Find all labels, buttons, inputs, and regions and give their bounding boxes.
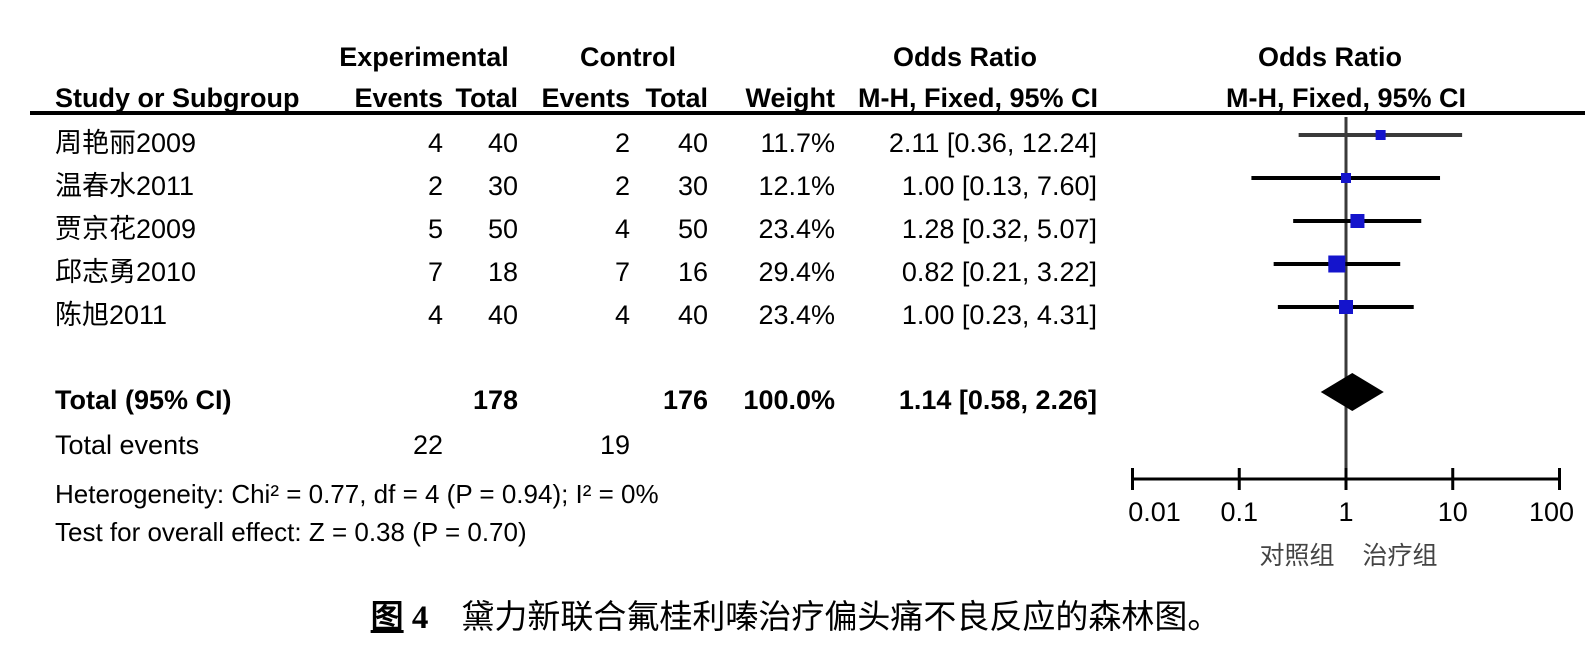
weight-column-header: Weight (745, 83, 836, 113)
figure-caption: 图 4 黛力新联合氟桂利嗪治疗偏头痛不良反应的森林图。 (0, 598, 1591, 638)
figure-caption-gap (428, 600, 461, 636)
ctrl-events: 4 (614, 300, 630, 330)
weight: 11.7% (760, 128, 835, 158)
ctrl-events: 2 (614, 128, 630, 158)
study-column-header: Study or Subgroup (55, 83, 300, 113)
study-name: 贾京花2009 (55, 214, 197, 244)
ctrl-total-column-header: Total (645, 83, 709, 113)
or-ci-column-header-left: M-H, Fixed, 95% CI (857, 83, 1099, 113)
or-ci-text: 1.28 [0.32, 5.07] (901, 214, 1097, 244)
ctrl-total: 50 (677, 214, 708, 244)
exp-total: 40 (487, 300, 518, 330)
odds-ratio-title-right: Odds Ratio (1257, 42, 1403, 72)
exp-events-column-header: Events (354, 83, 443, 113)
axis-tick-label: 0.01 (1128, 497, 1181, 527)
experimental-group-header: Experimental (339, 42, 509, 72)
study-name: 陈旭2011 (55, 300, 168, 330)
or-marker (1350, 214, 1365, 228)
study-row: 温春水2011 2 30 2 30 12.1% 1.00 [0.13, 7.60] (0, 170, 1591, 202)
or-ci-text: 0.82 [0.21, 3.22] (901, 257, 1097, 287)
odds-ratio-title-left: Odds Ratio (892, 42, 1038, 72)
ctrl-events: 7 (614, 257, 630, 287)
total-or-ci: 1.14 [0.58, 2.26] (898, 385, 1097, 415)
exp-events: 5 (427, 214, 443, 244)
weight: 23.4% (758, 300, 835, 330)
header-rule (30, 111, 1585, 115)
ctrl-events: 4 (614, 214, 630, 244)
total-exp-total: 178 (472, 385, 518, 415)
exp-events: 7 (427, 257, 443, 287)
exp-total: 40 (487, 128, 518, 158)
total-events-control: 19 (599, 430, 630, 460)
study-name: 周艳丽2009 (55, 128, 197, 158)
axis-tick-label: 100 (1529, 497, 1574, 527)
axis-tick-label: 10 (1438, 497, 1468, 527)
weight: 23.4% (758, 214, 835, 244)
study-row: 陈旭2011 4 40 4 40 23.4% 1.00 [0.23, 4.31] (0, 299, 1591, 331)
weight: 12.1% (758, 171, 835, 201)
exp-total: 18 (487, 257, 518, 287)
total-events-label: Total events (55, 430, 200, 460)
ctrl-total: 30 (677, 171, 708, 201)
exp-events: 4 (427, 128, 443, 158)
study-name: 温春水2011 (55, 171, 195, 201)
study-name: 邱志勇2010 (55, 257, 197, 287)
or-marker (1375, 130, 1386, 140)
exp-total: 50 (487, 214, 518, 244)
ctrl-events-column-header: Events (541, 83, 630, 113)
exp-events: 2 (427, 171, 443, 201)
favours-treatment-label: 治疗组 (1362, 542, 1438, 570)
ctrl-total: 40 (677, 300, 708, 330)
total-ctrl-total: 176 (662, 385, 708, 415)
total-events-experimental: 22 (412, 430, 443, 460)
total-row: Total (95% CI) 178 176 100.0% 1.14 [0.58… (0, 384, 1591, 416)
total-events-row: Total events 22 19 (0, 429, 1591, 461)
study-row: 周艳丽2009 4 40 2 40 11.7% 2.11 [0.36, 12.24] (0, 127, 1591, 159)
total-label: Total (95% CI) (55, 385, 232, 415)
ctrl-events: 2 (614, 171, 630, 201)
favours-control-label: 对照组 (1259, 542, 1335, 570)
or-ci-column-header-right: M-H, Fixed, 95% CI (1225, 83, 1467, 113)
study-row: 贾京花2009 5 50 4 50 23.4% 1.28 [0.32, 5.07] (0, 213, 1591, 245)
or-ci-text: 1.00 [0.23, 4.31] (901, 300, 1097, 330)
ctrl-total: 40 (677, 128, 708, 158)
overall-effect-stats: Test for overall effect: Z = 0.38 (P = 0… (55, 517, 527, 547)
ctrl-total: 16 (677, 257, 708, 287)
figure-caption-label: 图 (370, 600, 404, 636)
or-marker (1341, 173, 1351, 183)
figure-caption-number: 4 (403, 600, 429, 636)
figure-caption-text: 黛力新联合氟桂利嗪治疗偏头痛不良反应的森林图。 (461, 600, 1221, 636)
weight: 29.4% (758, 257, 835, 287)
control-group-header: Control (580, 42, 676, 72)
exp-total: 30 (487, 171, 518, 201)
exp-total-column-header: Total (455, 83, 519, 113)
exp-events: 4 (427, 300, 443, 330)
or-marker (1339, 300, 1353, 314)
heterogeneity-stats: Heterogeneity: Chi² = 0.77, df = 4 (P = … (55, 479, 659, 509)
study-row: 邱志勇2010 7 18 7 16 29.4% 0.82 [0.21, 3.22] (0, 256, 1591, 288)
or-marker (1328, 255, 1346, 273)
total-weight: 100.0% (743, 385, 835, 415)
or-ci-text: 2.11 [0.36, 12.24] (888, 128, 1097, 158)
axis-tick-label: 1 (1338, 497, 1353, 527)
or-ci-text: 1.00 [0.13, 7.60] (901, 171, 1097, 201)
total-diamond (1320, 373, 1384, 411)
axis-tick-label: 0.1 (1220, 497, 1258, 527)
